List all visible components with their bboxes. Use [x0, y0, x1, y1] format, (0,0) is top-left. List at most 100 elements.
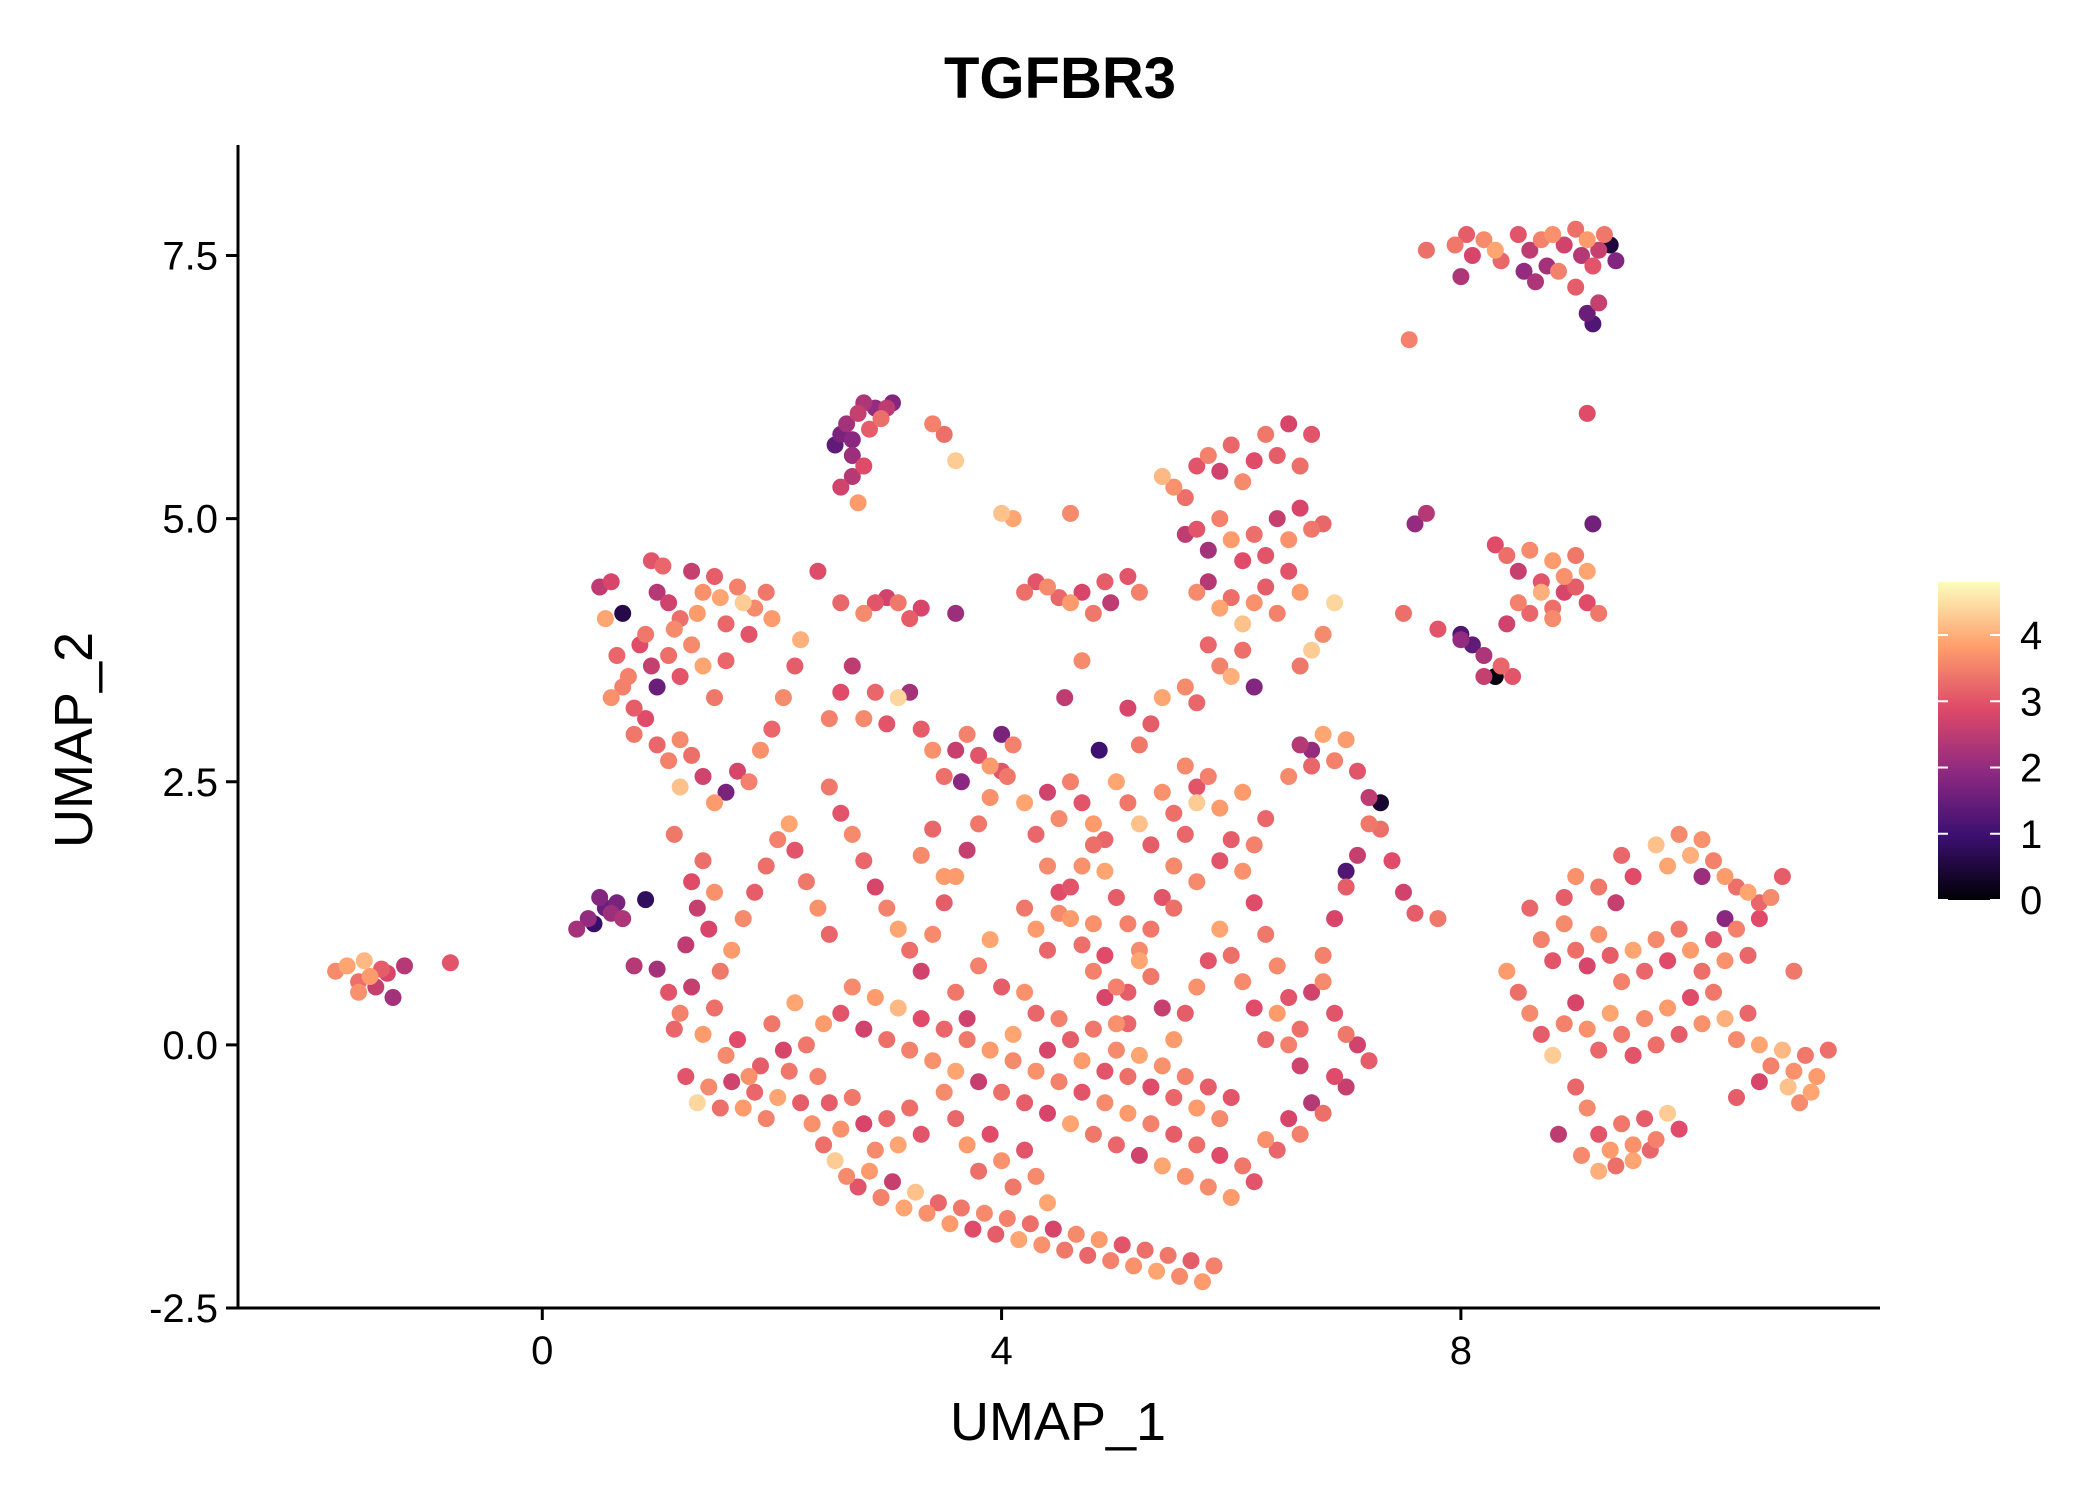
cell-point — [1705, 983, 1722, 1001]
cell-point — [1624, 1152, 1642, 1170]
cell-point — [1234, 1157, 1252, 1175]
cell-point — [912, 962, 930, 980]
cell-point — [706, 999, 723, 1017]
cell-point — [1194, 1273, 1211, 1291]
cell-point — [1291, 499, 1309, 517]
cell-point — [820, 925, 838, 943]
cell-point — [1578, 1099, 1596, 1117]
cell-point — [1532, 931, 1550, 949]
cell-point — [1567, 547, 1585, 564]
cell-point — [843, 825, 861, 843]
cell-point — [1222, 1089, 1240, 1106]
cell-point — [1280, 768, 1298, 785]
cell-point — [797, 1036, 815, 1054]
cell-point — [665, 1020, 683, 1038]
cell-point — [1039, 578, 1056, 596]
cell-point — [832, 594, 850, 612]
cell-point — [786, 994, 804, 1012]
cell-point — [1360, 789, 1378, 806]
cell-point — [1050, 1073, 1068, 1091]
cell-point — [993, 1152, 1011, 1170]
cell-point — [1750, 910, 1768, 928]
cell-point — [924, 741, 942, 759]
cell-point — [1567, 278, 1585, 296]
cell-point — [1360, 1052, 1378, 1070]
cell-point — [970, 815, 988, 833]
cell-point — [757, 1110, 775, 1128]
cell-point — [855, 457, 873, 475]
colorbar-tick-label: 3 — [2020, 680, 2042, 724]
cell-point — [769, 1089, 787, 1106]
cell-point — [637, 891, 655, 909]
cell-point — [918, 1204, 936, 1222]
cell-point — [1314, 625, 1332, 643]
cell-point — [1555, 568, 1573, 585]
cell-point — [1211, 462, 1229, 480]
cell-point — [1429, 910, 1447, 928]
cell-point — [602, 689, 620, 707]
colorbar-tick-label: 4 — [2020, 614, 2042, 658]
cell-point — [1084, 1125, 1102, 1143]
cell-point — [1314, 973, 1332, 991]
cell-point — [1165, 478, 1183, 496]
cell-point — [843, 1089, 861, 1106]
cell-point — [1521, 899, 1539, 917]
cell-point — [912, 846, 930, 864]
y-tick-label: 2.5 — [162, 761, 218, 805]
cell-point — [729, 1031, 746, 1049]
cell-point — [1107, 1015, 1125, 1033]
cell-point — [1567, 220, 1585, 238]
cell-point — [1039, 1104, 1056, 1122]
cell-point — [1176, 1167, 1194, 1185]
chart-title: TGFBR3 — [944, 46, 1176, 111]
cell-point — [970, 957, 988, 975]
cell-point — [1624, 941, 1642, 959]
cell-point — [901, 610, 919, 628]
cell-point — [924, 415, 942, 433]
cell-point — [952, 773, 970, 791]
cell-point — [1762, 1057, 1780, 1075]
cell-point — [1222, 1189, 1240, 1206]
cell-point — [843, 468, 861, 485]
cell-point — [1739, 1004, 1757, 1022]
cell-point — [361, 968, 379, 985]
cell-point — [855, 1115, 873, 1133]
cell-point — [677, 1068, 695, 1085]
x-tick-label: 4 — [990, 1329, 1012, 1373]
cell-point — [838, 1167, 856, 1185]
cell-point — [838, 415, 856, 433]
cell-point — [981, 931, 999, 949]
cell-point — [1257, 1031, 1275, 1049]
cell-point — [1090, 1231, 1108, 1249]
cell-point — [1584, 257, 1602, 275]
cell-point — [861, 1162, 878, 1180]
cell-point — [1601, 946, 1619, 964]
cell-point — [797, 873, 815, 891]
cell-point — [694, 1025, 712, 1043]
cell-point — [1268, 447, 1286, 464]
cell-point — [981, 1125, 999, 1143]
cell-point — [706, 883, 723, 901]
cell-point — [866, 989, 884, 1006]
cell-point — [1303, 1094, 1321, 1112]
cell-point — [1188, 694, 1206, 712]
cell-point — [1107, 889, 1125, 906]
cell-point — [1624, 1136, 1642, 1154]
cell-point — [729, 578, 746, 596]
cell-point — [1590, 878, 1608, 896]
cell-point — [1578, 957, 1596, 975]
cell-point — [1050, 1010, 1068, 1028]
cell-point — [1509, 983, 1527, 1001]
cell-point — [866, 1141, 884, 1159]
cell-point — [746, 883, 764, 901]
cell-point — [1498, 615, 1516, 633]
cell-point — [958, 1010, 976, 1028]
cell-point — [878, 1031, 896, 1049]
cell-point — [1062, 878, 1079, 896]
cell-point — [1647, 1036, 1665, 1054]
cell-point — [677, 936, 695, 954]
cell-point — [1291, 583, 1309, 601]
cell-point — [1682, 846, 1699, 864]
cell-point — [706, 568, 723, 585]
cell-point — [706, 794, 723, 812]
